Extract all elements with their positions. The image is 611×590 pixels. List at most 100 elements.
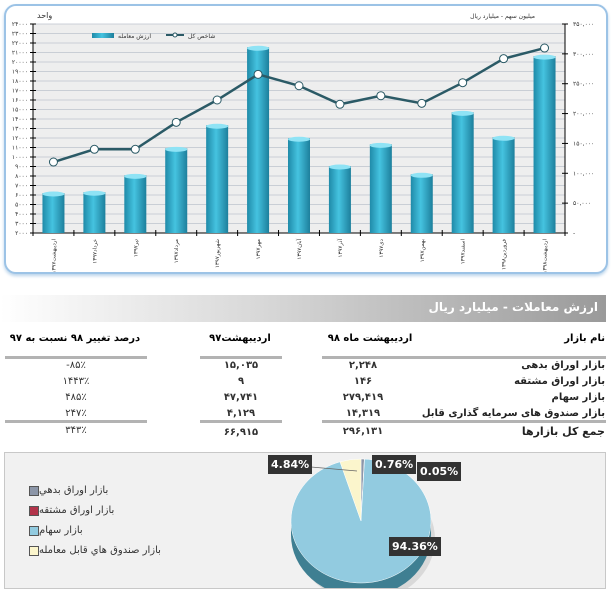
legend-label: بازار اوراق بدهي <box>39 485 109 496</box>
left-tick-label: ۹۰۰۰ <box>15 164 28 171</box>
chart-canvas: ۲۴۰۰۰ ۲۳۰۰۰ ۲۲۰۰۰ ۲۱۰۰۰ ۲۰۰۰۰ ۱۹۰۰۰ ۱۸۰۰۰ ۱۷۰۰۰… <box>12 11 594 272</box>
left-tick-label: ۱۲۰۰۰ <box>12 135 28 142</box>
bar <box>124 175 147 233</box>
line-point <box>294 81 304 91</box>
right-axis-title: میلیون سهم - میلیارد ریال <box>470 13 535 20</box>
x-tick-label: ۱۳۹۷مرداد <box>174 239 180 263</box>
section-header: ارزش معاملات - میلیارد ریال <box>0 295 606 322</box>
col-header-98: اردیبهشت ماه ۹۸ <box>327 333 413 344</box>
line-point <box>376 91 386 101</box>
bar <box>247 47 270 233</box>
divider <box>395 356 606 359</box>
pie-slice <box>339 458 362 522</box>
bar <box>42 193 65 233</box>
line-point <box>253 69 263 79</box>
legend-label: بازار اوراق مشتقه <box>39 505 115 516</box>
bar-cap <box>492 135 515 141</box>
bar-cap <box>451 110 474 116</box>
bar-cap <box>288 136 310 142</box>
bar-cap <box>165 146 188 152</box>
left-tick-label: ۱۸۰۰۰ <box>12 78 28 85</box>
left-tick-label: ۱۰۰۰۰ <box>12 154 28 161</box>
left-tick-label: ۱۹۰۰۰ <box>12 69 28 76</box>
line-point <box>417 98 427 108</box>
x-tick-label: ۱۳۹۷آذر <box>337 239 344 258</box>
col-header-pct: درصد تغییر ۹۸ نسبت به ۹۷ <box>9 333 141 344</box>
left-tick-label: ۳۰۰۰ <box>15 221 28 228</box>
left-tick-label: ۲۱۰۰۰ <box>12 50 28 57</box>
col-header-market: نام بازار <box>564 333 605 344</box>
legend-label: بازار سهام <box>39 525 83 536</box>
row-value-98: ۱۴,۳۱۹ <box>345 408 381 419</box>
left-tick-label: ۴۰۰۰ <box>15 211 28 218</box>
row-value-97: ۴۷,۷۴۱ <box>223 392 259 403</box>
legend-swatch <box>29 545 39 556</box>
row-value-98: ۲۷۹,۴۱۹ <box>342 392 384 403</box>
x-tick-label: ۱۳۹۷مهر <box>256 239 262 259</box>
left-axis-title: واحد <box>37 11 52 20</box>
right-tick-label: ۱۵۰,۰۰۰ <box>573 140 594 147</box>
bar-cap <box>369 142 392 148</box>
left-tick-label: ۵۰۰۰ <box>15 202 28 209</box>
bar <box>206 125 229 233</box>
left-tick-label: ۲۴۰۰۰ <box>12 21 28 28</box>
total-label: جمع کل بازارها <box>521 425 605 438</box>
row-name: بازار اوراق مشتقه <box>514 376 605 387</box>
x-tick-label: ۱۳۹۷شهریور <box>215 239 221 268</box>
row-pct: ۱۴۴۳٪ <box>62 376 90 387</box>
total-97: ۶۶,۹۱۵ <box>223 427 259 438</box>
bar-cap <box>206 123 229 129</box>
bar <box>533 56 556 234</box>
legend-item-derivatives: بازار اوراق مشتقه <box>27 505 114 516</box>
line-point <box>540 43 550 53</box>
pie-label-derivatives: 0.05% <box>417 462 462 481</box>
legend-bar-swatch <box>92 33 114 38</box>
right-tick-label: ۲۵۰,۰۰۰ <box>573 81 594 88</box>
bar-cap <box>533 54 556 60</box>
row-pct: ۴۸۵٪ <box>65 392 87 403</box>
left-tick-label: ۱۴۰۰۰ <box>12 116 28 123</box>
bar <box>369 144 392 233</box>
leader-line <box>310 466 358 472</box>
bar <box>165 148 188 233</box>
bar <box>328 166 351 233</box>
legend-line-label: شاخص کل <box>188 33 215 40</box>
pie-label-funds: 4.84% <box>268 455 313 474</box>
legend-swatch <box>29 505 39 516</box>
divider <box>5 420 147 423</box>
row-name: بازار اوراق بدهی <box>521 360 605 371</box>
row-name: بازار سهام <box>551 392 605 403</box>
combo-chart: ۲۴۰۰۰ ۲۳۰۰۰ ۲۲۰۰۰ ۲۱۰۰۰ ۲۰۰۰۰ ۱۹۰۰۰ ۱۸۰۰۰ ۱۷۰۰۰… <box>4 4 608 274</box>
row-value-97: ۴,۱۲۹ <box>226 408 256 419</box>
divider <box>200 420 282 423</box>
section-title: ارزش معاملات - میلیارد ریال <box>428 300 598 314</box>
x-tick-label: ۱۳۹۷آبان <box>296 239 303 260</box>
right-tick-label: ۳۵۰,۰۰۰ <box>573 21 594 28</box>
row-value-98: ۱۴۶ <box>353 376 373 387</box>
left-tick-label: ۲۳۰۰۰ <box>12 31 28 38</box>
right-tick-label: ۳۰۰,۰۰۰ <box>573 51 594 58</box>
bar <box>492 137 515 233</box>
legend-swatch <box>29 525 39 536</box>
line-point <box>130 144 140 154</box>
left-tick-label: ۱۶۰۰۰ <box>12 97 28 104</box>
bar <box>288 138 310 233</box>
legend-item-funds: بازار صندوق هاي قابل معامله <box>27 545 161 556</box>
divider <box>395 420 606 423</box>
x-tick-label: ۱۳۹۸فروردین <box>502 239 508 270</box>
row-value-97: ۹ <box>237 376 245 387</box>
left-tick-label: ۱۷۰۰۰ <box>12 88 28 95</box>
bar-cap <box>83 190 106 196</box>
pie-label-stocks: 94.36% <box>389 537 441 556</box>
row-name: بازار صندوق های سرمایه گذاری قابل <box>421 408 605 419</box>
left-tick-label: ۸۰۰۰ <box>15 173 28 180</box>
legend-item-debt: بازار اوراق بدهي <box>27 485 108 496</box>
bar-cap <box>124 173 147 179</box>
right-tick-label: - <box>573 230 575 237</box>
row-pct: ۲۴۷٪ <box>65 408 87 419</box>
divider <box>200 356 282 359</box>
row-pct: -۸۵٪ <box>66 360 86 371</box>
x-tick-label: ۱۳۹۷تیر <box>133 239 139 258</box>
bar <box>83 192 106 233</box>
bar <box>451 112 474 233</box>
